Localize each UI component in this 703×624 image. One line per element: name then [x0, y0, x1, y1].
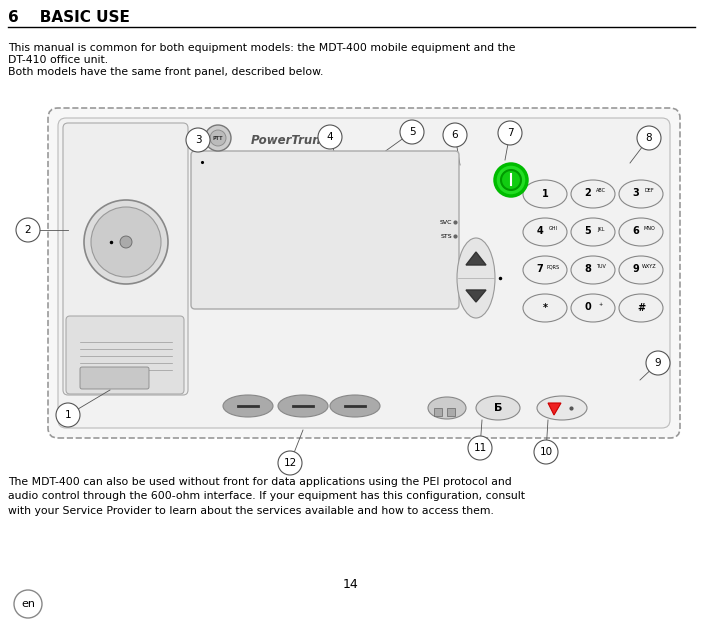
Circle shape — [400, 120, 424, 144]
Ellipse shape — [619, 256, 663, 284]
Text: 4: 4 — [327, 132, 333, 142]
Text: en: en — [21, 599, 35, 609]
Ellipse shape — [571, 180, 615, 208]
Text: 3: 3 — [633, 188, 639, 198]
Text: 9: 9 — [633, 264, 639, 274]
FancyBboxPatch shape — [63, 123, 188, 395]
Circle shape — [278, 451, 302, 475]
Circle shape — [468, 436, 492, 460]
Text: JKL: JKL — [598, 227, 605, 232]
Text: 2: 2 — [585, 188, 591, 198]
Ellipse shape — [523, 294, 567, 322]
Ellipse shape — [571, 294, 615, 322]
FancyBboxPatch shape — [434, 408, 442, 416]
Text: STS: STS — [440, 233, 452, 238]
Text: 10: 10 — [539, 447, 553, 457]
Text: DT-410 office unit.: DT-410 office unit. — [8, 55, 108, 65]
Circle shape — [205, 125, 231, 151]
FancyBboxPatch shape — [80, 367, 149, 389]
Text: #: # — [637, 303, 645, 313]
Ellipse shape — [537, 396, 587, 420]
Ellipse shape — [523, 256, 567, 284]
Text: 14: 14 — [343, 577, 359, 590]
Circle shape — [495, 164, 527, 196]
Ellipse shape — [571, 218, 615, 246]
Text: GHI: GHI — [548, 227, 557, 232]
Text: 8: 8 — [645, 133, 652, 143]
Ellipse shape — [619, 218, 663, 246]
Text: 11: 11 — [473, 443, 486, 453]
FancyBboxPatch shape — [58, 118, 670, 428]
Text: WXYZ: WXYZ — [642, 265, 657, 270]
Text: 8: 8 — [585, 264, 591, 274]
Text: 1: 1 — [541, 189, 548, 199]
Circle shape — [210, 130, 226, 146]
Text: 2: 2 — [25, 225, 32, 235]
Ellipse shape — [571, 256, 615, 284]
Text: The MDT-400 can also be used without front for data applications using the PEI p: The MDT-400 can also be used without fro… — [8, 477, 525, 516]
Circle shape — [56, 403, 80, 427]
Ellipse shape — [476, 396, 520, 420]
Ellipse shape — [330, 395, 380, 417]
Text: 6: 6 — [452, 130, 458, 140]
Ellipse shape — [428, 397, 466, 419]
Text: TUV: TUV — [596, 265, 606, 270]
Ellipse shape — [278, 395, 328, 417]
Text: 4: 4 — [536, 226, 543, 236]
Text: 7: 7 — [507, 128, 513, 138]
Text: 1: 1 — [65, 410, 71, 420]
Text: PowerTrunk: PowerTrunk — [251, 134, 329, 147]
Circle shape — [16, 218, 40, 242]
Circle shape — [637, 126, 661, 150]
Circle shape — [186, 128, 210, 152]
Ellipse shape — [619, 180, 663, 208]
Text: 0: 0 — [585, 302, 591, 312]
FancyBboxPatch shape — [191, 151, 459, 309]
Text: DEF: DEF — [644, 188, 654, 193]
Circle shape — [14, 590, 42, 618]
Circle shape — [646, 351, 670, 375]
FancyBboxPatch shape — [447, 408, 455, 416]
Circle shape — [498, 121, 522, 145]
Polygon shape — [466, 290, 486, 302]
Text: 5: 5 — [585, 226, 591, 236]
Text: SVC: SVC — [439, 220, 452, 225]
Text: Б: Б — [494, 403, 502, 413]
Text: PTT: PTT — [213, 135, 224, 140]
FancyBboxPatch shape — [66, 316, 184, 394]
Text: +: + — [599, 303, 603, 308]
Ellipse shape — [523, 180, 567, 208]
Ellipse shape — [523, 218, 567, 246]
FancyBboxPatch shape — [48, 108, 680, 438]
Text: ABC: ABC — [596, 188, 606, 193]
Text: MNO: MNO — [643, 227, 655, 232]
Circle shape — [501, 170, 521, 190]
Circle shape — [534, 440, 558, 464]
Ellipse shape — [223, 395, 273, 417]
Circle shape — [91, 207, 161, 277]
Text: 6    BASIC USE: 6 BASIC USE — [8, 11, 130, 26]
Text: Both models have the same front panel, described below.: Both models have the same front panel, d… — [8, 67, 323, 77]
Circle shape — [318, 125, 342, 149]
Text: 9: 9 — [654, 358, 662, 368]
Text: 3: 3 — [195, 135, 201, 145]
Circle shape — [84, 200, 168, 284]
Text: PQRS: PQRS — [546, 265, 560, 270]
Ellipse shape — [457, 238, 495, 318]
Polygon shape — [548, 403, 561, 415]
Text: 6: 6 — [633, 226, 639, 236]
Ellipse shape — [619, 294, 663, 322]
Circle shape — [120, 236, 132, 248]
Text: This manual is common for both equipment models: the MDT-400 mobile equipment an: This manual is common for both equipment… — [8, 43, 515, 53]
Text: 7: 7 — [536, 264, 543, 274]
Circle shape — [443, 123, 467, 147]
Polygon shape — [466, 252, 486, 265]
Text: *: * — [543, 303, 548, 313]
Text: 12: 12 — [283, 458, 297, 468]
Text: 5: 5 — [408, 127, 415, 137]
